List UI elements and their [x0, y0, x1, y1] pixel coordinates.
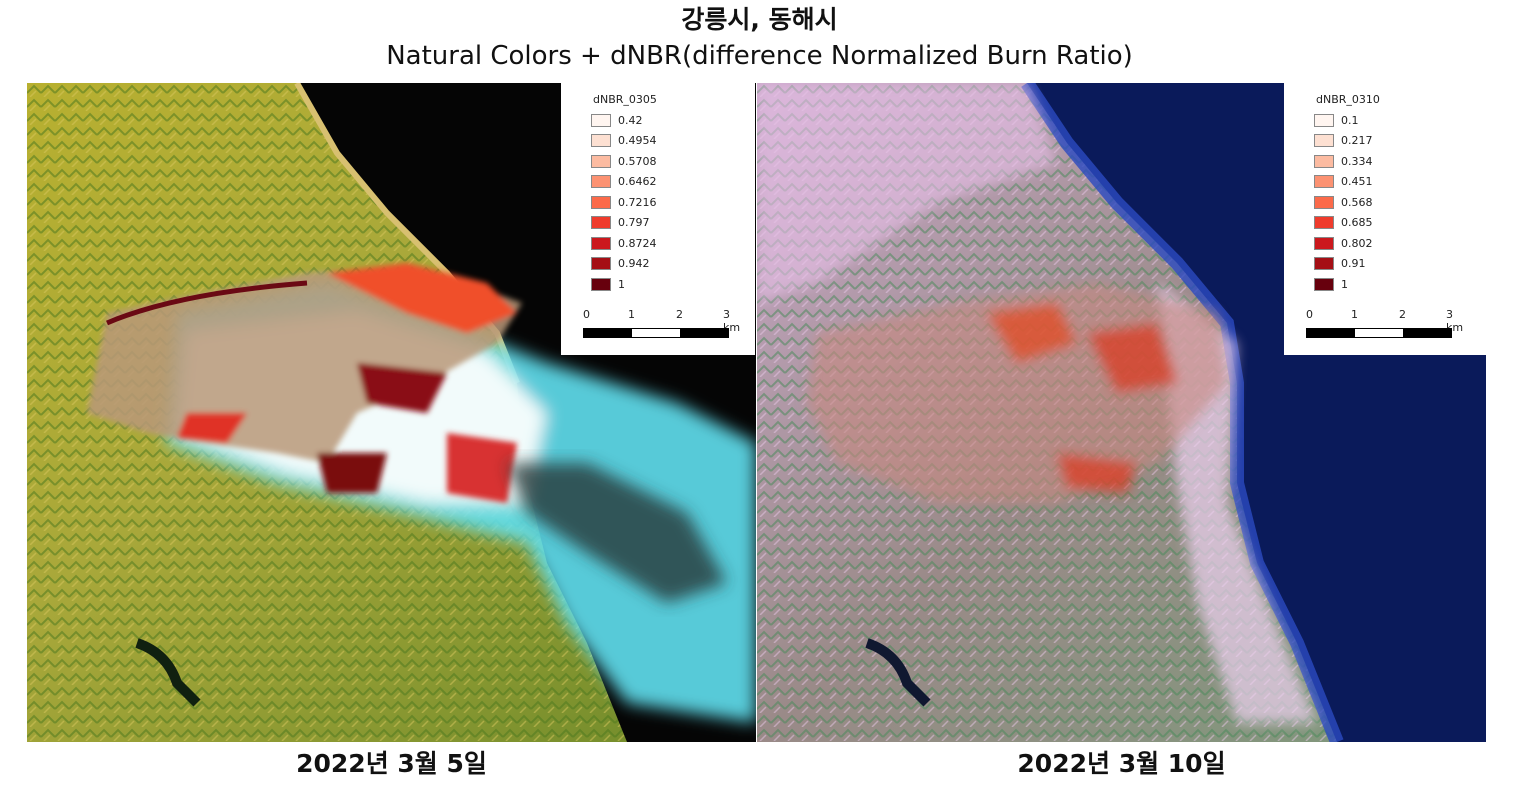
legend-swatch	[1314, 277, 1334, 291]
legend-dnbr-0310: dNBR_0310 0.1 0.217 0.334 0.451 0.568 0.…	[1284, 83, 1486, 355]
legend-label: 0.91	[1341, 257, 1366, 271]
scale-bar: 0 1 2 3 km	[1306, 308, 1463, 338]
page-subtitle: Natural Colors + dNBR(difference Normali…	[386, 41, 1133, 71]
legend-title: dNBR_0310	[1316, 93, 1380, 106]
legend-item: 0.42	[591, 110, 657, 131]
legend-item: 1	[1314, 274, 1373, 295]
legend-swatch	[1314, 175, 1334, 189]
legend-swatch	[591, 277, 611, 291]
legend-label: 0.5708	[618, 154, 657, 168]
legend-label: 0.4954	[618, 134, 657, 148]
scale-bar-graphic	[1306, 328, 1452, 338]
legend-title: dNBR_0305	[593, 93, 657, 106]
legend-label: 0.802	[1341, 236, 1373, 250]
legend-label: 0.568	[1341, 195, 1373, 209]
legend-item: 0.334	[1314, 151, 1373, 172]
legend-swatch	[591, 134, 611, 148]
legend-swatch	[1314, 113, 1334, 127]
legend-swatch	[1314, 236, 1334, 250]
legend-label: 0.334	[1341, 154, 1373, 168]
legend-swatch	[591, 195, 611, 209]
legend-swatch	[591, 216, 611, 230]
legend-swatch	[1314, 134, 1334, 148]
scale-bar-graphic	[583, 328, 729, 338]
legend-swatch	[591, 154, 611, 168]
legend-label: 0.42	[618, 113, 643, 127]
legend-item: 0.942	[591, 254, 657, 275]
legend-label: 0.451	[1341, 175, 1373, 189]
legend-label: 0.685	[1341, 216, 1373, 230]
legend-item: 0.568	[1314, 192, 1373, 213]
legend-swatch	[591, 236, 611, 250]
date-label-0305: 2022년 3월 5일	[296, 749, 487, 778]
page-title: 강릉시, 동해시	[681, 5, 838, 34]
legend-swatch	[1314, 154, 1334, 168]
legend-dnbr-0305: dNBR_0305 0.42 0.4954 0.5708 0.6462 0.72…	[561, 83, 755, 355]
legend-item: 0.797	[591, 213, 657, 234]
date-label-0310: 2022년 3월 10일	[1017, 749, 1226, 778]
legend-swatch	[1314, 195, 1334, 209]
legend-swatch	[1314, 257, 1334, 271]
scale-tick-label: 0	[583, 308, 590, 321]
legend-swatch	[1314, 216, 1334, 230]
legend-label: 1	[618, 277, 625, 291]
map-panel-0310[interactable]: dNBR_0310 0.1 0.217 0.334 0.451 0.568 0.…	[757, 83, 1486, 742]
legend-label: 0.217	[1341, 134, 1373, 148]
scale-tick-label: 2	[676, 308, 683, 321]
legend-label: 1	[1341, 277, 1348, 291]
legend-label: 0.7216	[618, 195, 657, 209]
scale-tick-label: 0	[1306, 308, 1313, 321]
legend-swatch	[591, 175, 611, 189]
legend-item: 0.685	[1314, 213, 1373, 234]
legend-label: 0.797	[618, 216, 650, 230]
legend-item: 0.451	[1314, 172, 1373, 193]
legend-swatch	[591, 257, 611, 271]
scale-bar: 0 1 2 3 km	[583, 308, 740, 338]
legend-item: 0.6462	[591, 172, 657, 193]
legend-item: 0.4954	[591, 131, 657, 152]
legend-label: 0.8724	[618, 236, 657, 250]
legend-label: 0.1	[1341, 113, 1359, 127]
scale-tick-label: 2	[1399, 308, 1406, 321]
legend-item: 1	[591, 274, 657, 295]
legend-item: 0.217	[1314, 131, 1373, 152]
legend-item: 0.7216	[591, 192, 657, 213]
scale-tick-label: 1	[628, 308, 635, 321]
legend-item: 0.91	[1314, 254, 1373, 275]
map-panel-0305[interactable]: dNBR_0305 0.42 0.4954 0.5708 0.6462 0.72…	[27, 83, 756, 742]
legend-label: 0.942	[618, 257, 650, 271]
legend-item: 0.8724	[591, 233, 657, 254]
scale-tick-label: 1	[1351, 308, 1358, 321]
legend-label: 0.6462	[618, 175, 657, 189]
legend-item: 0.802	[1314, 233, 1373, 254]
legend-item: 0.1	[1314, 110, 1373, 131]
legend-item: 0.5708	[591, 151, 657, 172]
legend-swatch	[591, 113, 611, 127]
